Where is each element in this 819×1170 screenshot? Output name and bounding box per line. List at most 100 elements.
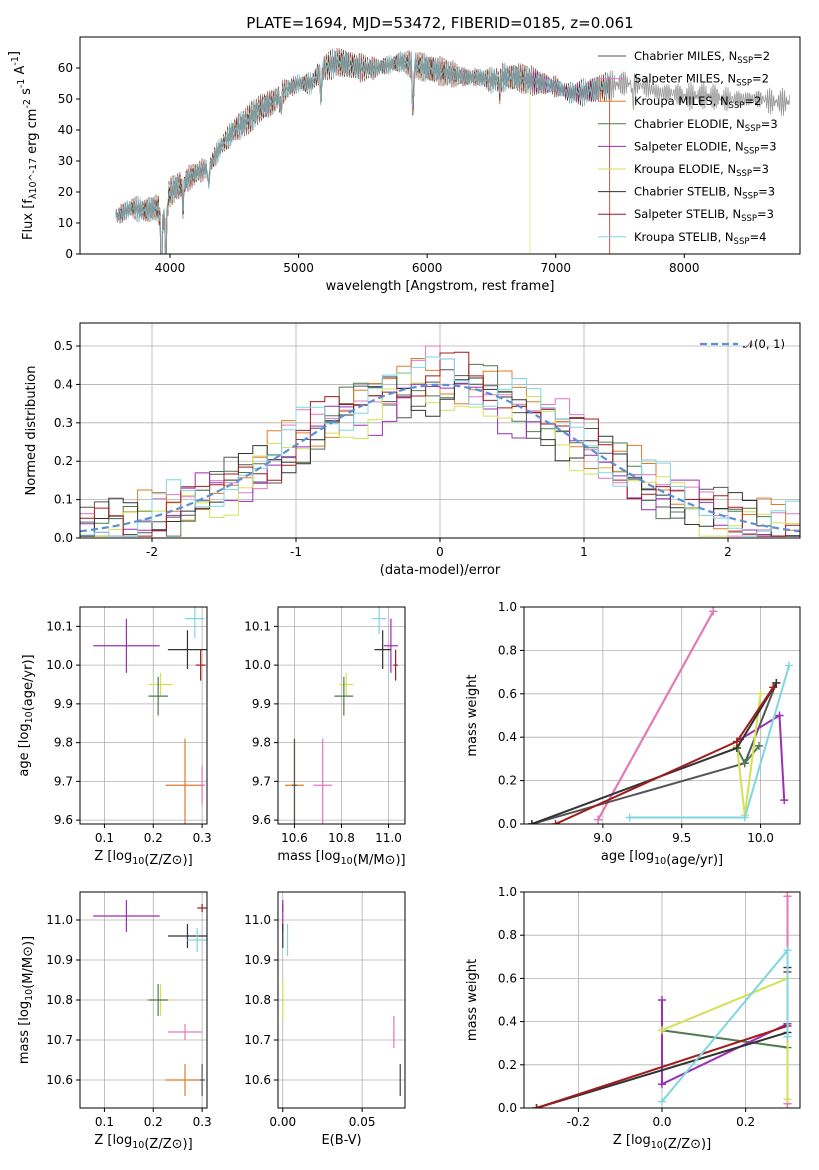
x-tick-label: 0.2	[144, 831, 163, 845]
x-axis-label: wavelength [Angstrom, rest frame]	[326, 279, 555, 294]
x-tick-label: 9.0	[593, 831, 612, 845]
y-tick-label: 9.7	[54, 774, 73, 788]
y-axis-label: mass weight	[465, 959, 480, 1041]
y-tick-label: 10	[58, 216, 73, 230]
weight-marker	[783, 1095, 792, 1104]
y-axis-label: Flux [fλ10^-17 erg cm-2 s-1 A-1]	[7, 51, 40, 240]
weight-marker	[658, 1026, 666, 1035]
panel-residuals: -2 -1 0 1 2 0.0 0.1 0.2 0.3 0.4 0.5 (data-model)/er…	[24, 322, 801, 578]
weight-marker	[658, 996, 666, 1004]
y-tick-label: 30	[58, 154, 73, 168]
weight-marker	[783, 892, 792, 901]
y-tick-label: 10.1	[244, 619, 271, 633]
model-spectrum	[115, 48, 611, 254]
y-tick-label: 10.8	[244, 993, 271, 1007]
x-axis-label: Z [log10(Z/Z⊙)]	[613, 1133, 711, 1152]
model-spectrum	[115, 48, 611, 254]
weight-line	[661, 1000, 788, 1086]
y-tick-label: 9.9	[54, 697, 73, 711]
legend-label: Kroupa MILES, NSSP=2	[634, 94, 761, 111]
legend-label: Chabrier MILES, NSSP=2	[634, 49, 770, 66]
axes-frame	[79, 606, 208, 825]
x-tick-label: 5000	[283, 261, 314, 275]
model-spectrum	[115, 49, 531, 254]
x-tick-label: 0.05	[349, 1115, 376, 1129]
y-tick-label: 10.8	[46, 993, 73, 1007]
weight-line	[661, 947, 789, 1103]
legend-label: Chabrier ELODIE, NSSP=3	[634, 117, 778, 134]
weight-marker	[740, 813, 749, 822]
y-tick-label: 0.4	[498, 730, 517, 744]
x-axis-label: E(B-V)	[321, 1133, 361, 1148]
weight-marker	[527, 820, 536, 824]
weight-marker	[658, 1080, 666, 1089]
y-tick-label: 10.0	[244, 658, 271, 672]
y-tick-label: 0.8	[498, 643, 517, 657]
y-axis-label: Normed distribution	[24, 366, 39, 496]
x-axis-label: age [log10(age/yr)]	[601, 849, 723, 868]
y-tick-label: 0.0	[498, 817, 517, 831]
y-tick-label: 0.4	[498, 1015, 517, 1029]
x-tick-label: 0.1	[95, 831, 114, 845]
legend-label: 𝒩(0, 1)	[743, 337, 785, 351]
panel-weight-Z: -0.2 0.0 0.2 0.0 0.2 0.4 0.6 0.8 1.0 Z [log10(Z/Z…	[465, 885, 801, 1152]
y-tick-label: 20	[58, 185, 73, 199]
model-spectrum	[115, 49, 610, 254]
x-tick-label: 1	[580, 545, 588, 559]
plot-area	[93, 900, 207, 1096]
model-spectrum	[115, 48, 595, 254]
normal-curve	[80, 383, 800, 533]
plot-area	[527, 607, 793, 824]
x-tick-label: 9.5	[672, 831, 691, 845]
x-tick-label: 0	[436, 545, 444, 559]
panel-age-mass: 10.6 10.8 11.0 9.6 9.7 9.8 9.9 10.0 10.1 mass [lo…	[244, 606, 406, 868]
weight-marker	[658, 1097, 666, 1106]
plot-area	[282, 900, 401, 1096]
x-tick-label: 0.2	[144, 1115, 163, 1129]
x-tick-label: 0.1	[95, 1115, 114, 1129]
y-tick-label: 40	[58, 123, 73, 137]
weight-marker	[756, 689, 765, 698]
plot-area	[80, 345, 800, 537]
plot-layer: 4000 5000 6000 7000 80000102030405060wavelen…	[7, 36, 801, 1152]
x-tick-label: 4000	[155, 261, 186, 275]
model-spectrum	[115, 47, 611, 254]
x-axis-label: Z [log10(Z/Z⊙)]	[94, 1133, 192, 1152]
plot-area	[285, 607, 398, 824]
weight-line	[661, 1029, 788, 1049]
legend-label: Salpeter STELIB, NSSP=3	[634, 207, 774, 224]
x-tick-label: 0.00	[269, 1115, 296, 1129]
y-tick-label: 9.8	[54, 736, 73, 750]
panel-mass-Z: 0.1 0.2 0.3 10.6 10.7 10.8 10.9 11.0 Z [log10(Z/…	[17, 891, 212, 1152]
x-tick-label: 7000	[540, 261, 571, 275]
y-tick-label: 0.2	[498, 1058, 517, 1072]
figure-title: PLATE=1694, MJD=53472, FIBERID=0185, z=0…	[246, 14, 633, 32]
weight-marker	[551, 820, 560, 824]
y-tick-label: 0.5	[54, 339, 73, 353]
y-tick-label: 10.0	[46, 658, 73, 672]
x-tick-label: 10.6	[281, 831, 308, 845]
plot-area	[93, 607, 207, 824]
weight-line	[629, 665, 790, 819]
legend-label: Kroupa STELIB, NSSP=4	[634, 230, 766, 247]
model-spectrum	[115, 47, 611, 254]
weight-marker	[594, 815, 603, 824]
residual-histogram	[80, 356, 800, 537]
y-tick-label: 0.2	[498, 774, 517, 788]
weight-marker	[783, 946, 792, 955]
y-tick-label: 11.0	[244, 913, 271, 927]
y-tick-label: 10.9	[46, 953, 73, 967]
y-tick-label: 0.6	[498, 687, 517, 701]
x-tick-label: 11.0	[375, 831, 402, 845]
y-tick-label: 50	[58, 92, 73, 106]
model-spectrum	[115, 48, 595, 254]
y-tick-label: 10.1	[46, 619, 73, 633]
y-tick-label: 9.9	[252, 697, 271, 711]
weight-marker	[709, 607, 718, 616]
x-tick-label: 10.8	[328, 831, 355, 845]
weight-marker	[784, 661, 793, 670]
legend-label: Salpeter ELODIE, NSSP=3	[634, 139, 777, 156]
x-tick-label: 8000	[669, 261, 700, 275]
legend-label: Salpeter MILES, NSSP=2	[634, 72, 769, 89]
